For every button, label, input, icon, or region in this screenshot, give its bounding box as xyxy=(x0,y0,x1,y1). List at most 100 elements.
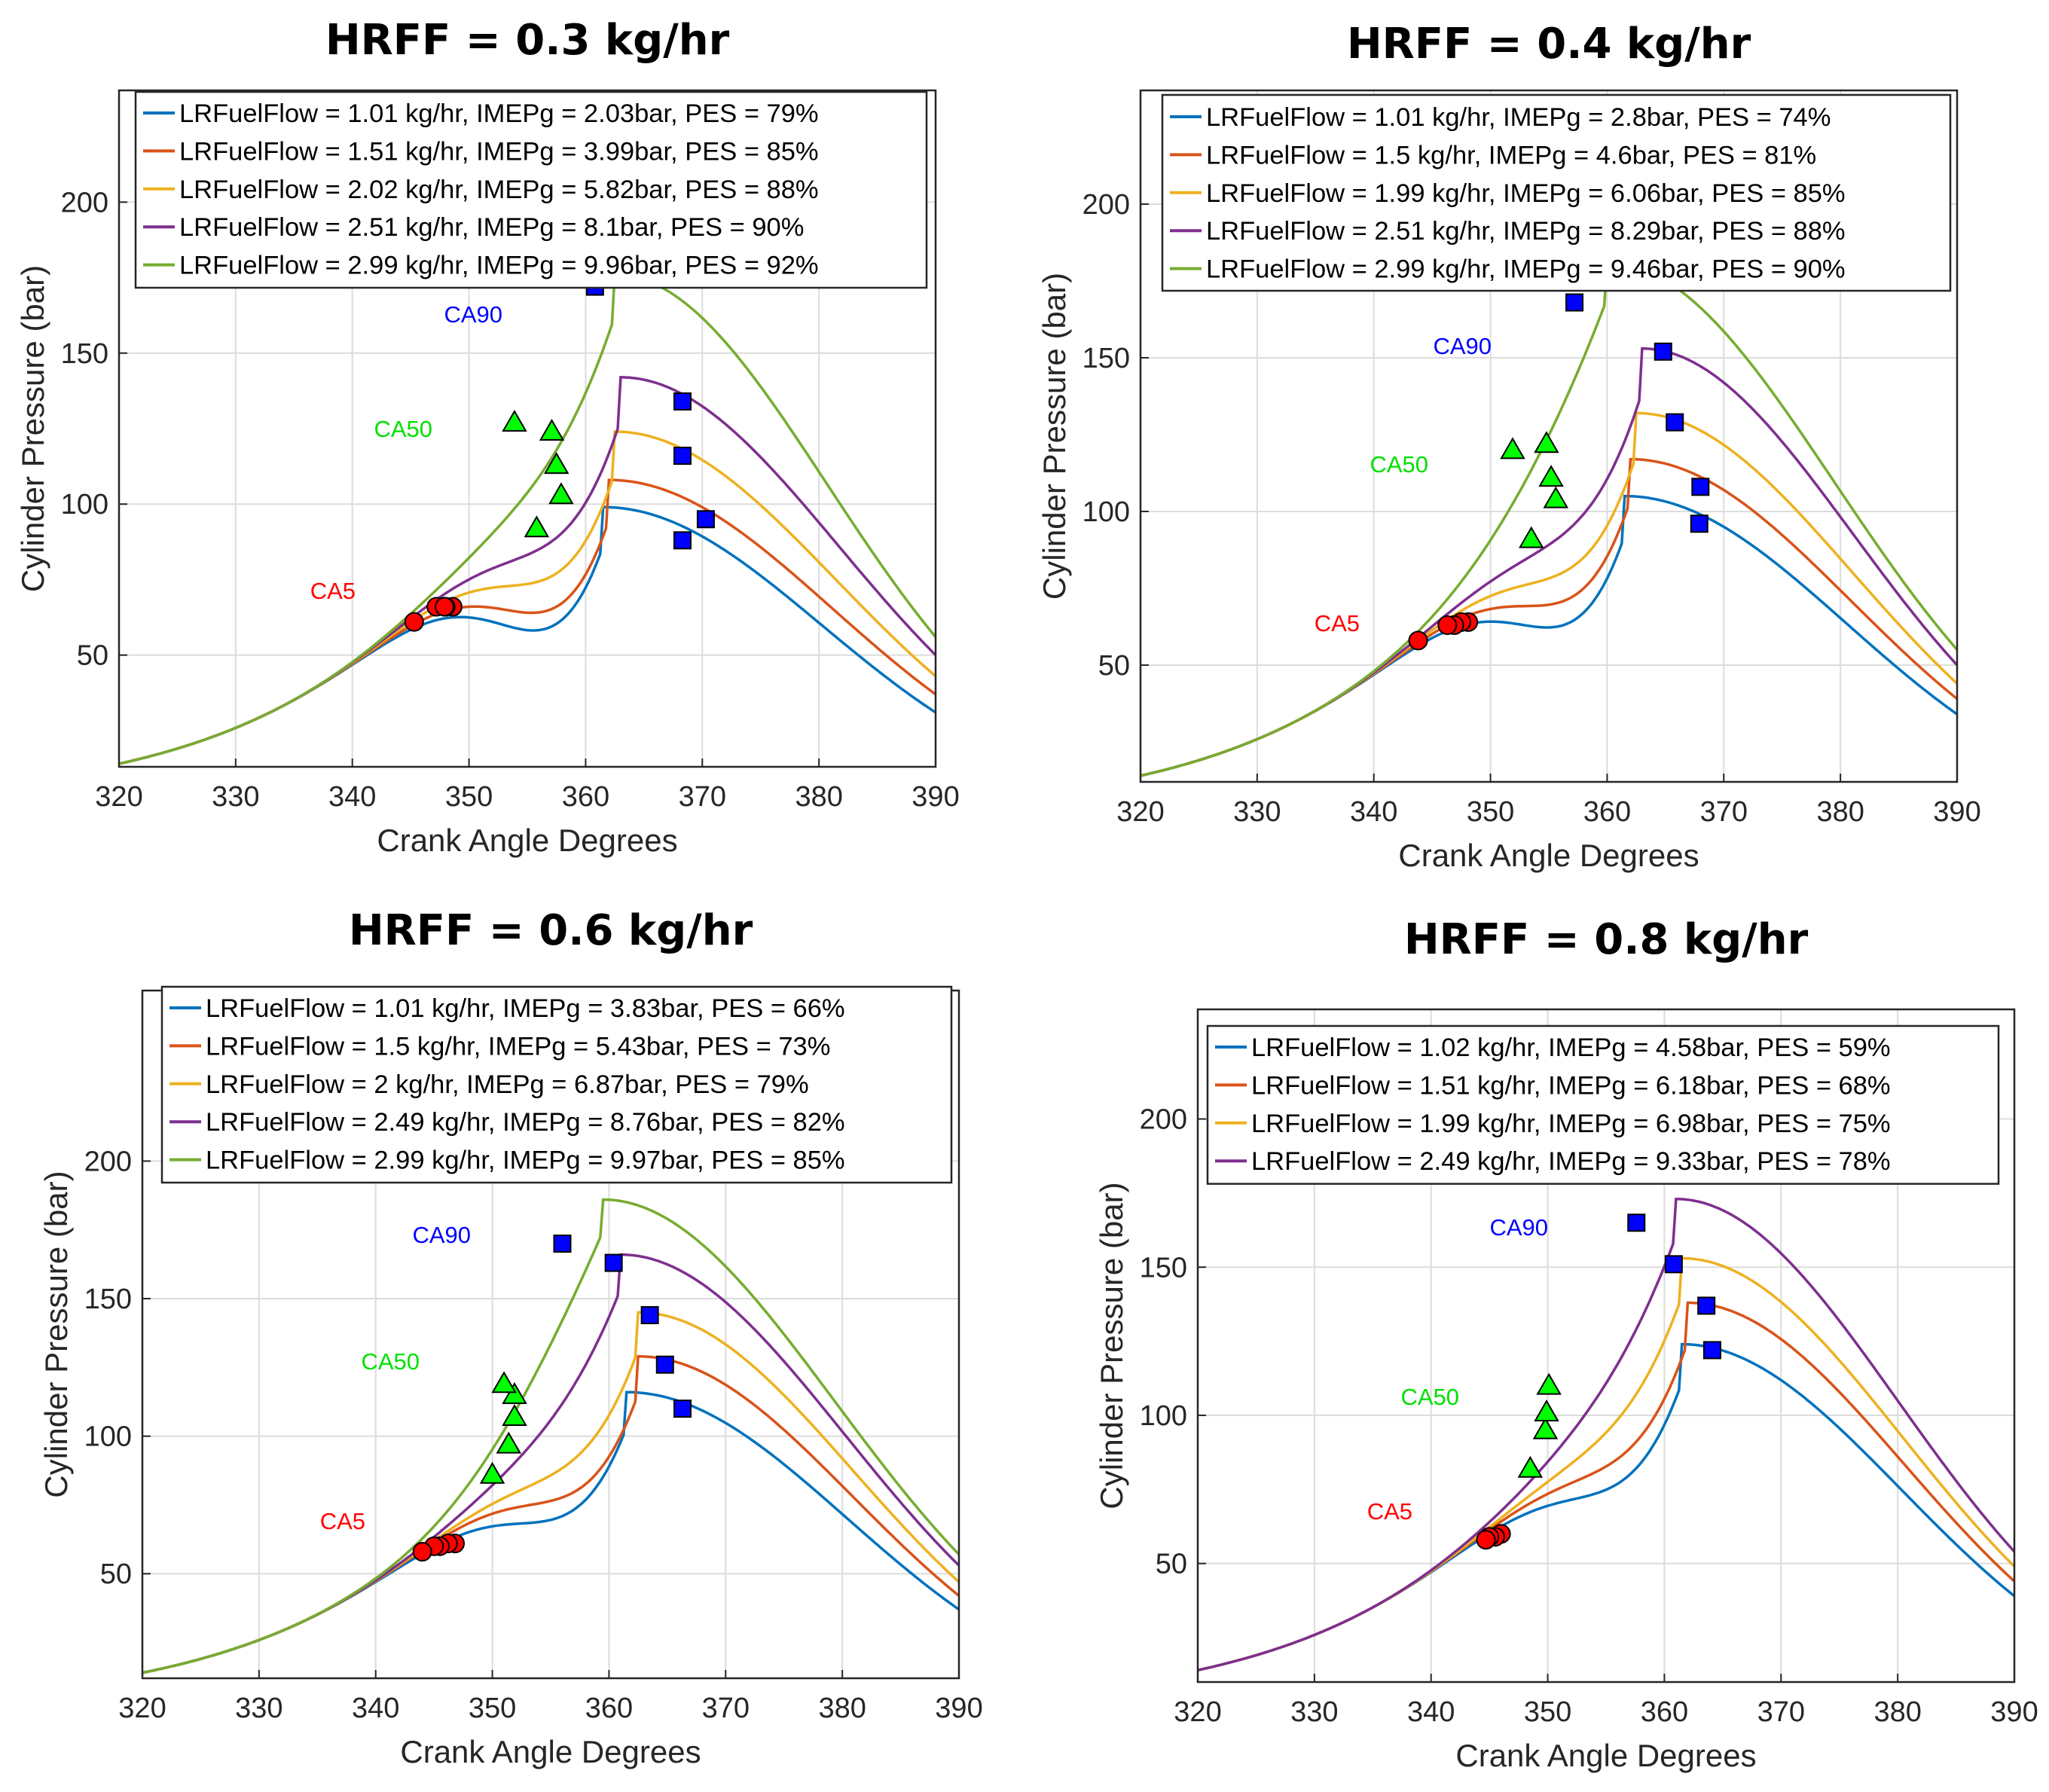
event-markers xyxy=(1408,293,1710,651)
x-tick-label: 320 xyxy=(118,1693,166,1724)
chart-panel-1: HRFF = 0.3 kg/hr 320 330 340 350 360 370 380 390… xyxy=(15,16,960,858)
legend-label: LRFuelFlow = 1.01 kg/hr, IMEPg = 2.8bar,… xyxy=(1206,103,1831,132)
ca5-marker xyxy=(1408,630,1428,651)
x-tick-label: 320 xyxy=(1174,1696,1221,1728)
series-lines xyxy=(1198,1198,2014,1672)
ca90-marker xyxy=(1664,1255,1683,1274)
legend-label: LRFuelFlow = 2.51 kg/hr, IMEPg = 8.29bar… xyxy=(1206,217,1846,246)
ca90-marker xyxy=(604,1253,623,1272)
ca50-marker xyxy=(524,515,550,538)
ca5-marker xyxy=(404,612,424,632)
ca90-marker xyxy=(1690,514,1709,533)
legend-label: LRFuelFlow = 2 kg/hr, IMEPg = 6.87bar, P… xyxy=(206,1070,809,1099)
x-axis-label: Crank Angle Degrees xyxy=(377,823,677,858)
chart-panel-2: HRFF = 0.4 kg/hr 320 330 340 350 360 370 380 390… xyxy=(1037,20,1981,873)
ca50-marker xyxy=(1534,431,1559,453)
ca90-marker xyxy=(553,1234,572,1253)
x-tick-label: 370 xyxy=(1757,1696,1805,1728)
ca5-marker xyxy=(435,597,455,617)
ca50-marker xyxy=(548,482,574,505)
axes-box xyxy=(118,89,937,768)
legend-label: LRFuelFlow = 1.99 kg/hr, IMEPg = 6.98bar… xyxy=(1251,1110,1891,1138)
x-tick-label: 340 xyxy=(1407,1696,1455,1728)
legend-box xyxy=(134,90,928,289)
legend-label: LRFuelFlow = 2.49 kg/hr, IMEPg = 9.33bar… xyxy=(1251,1147,1891,1176)
x-tick-label: 350 xyxy=(469,1693,516,1724)
legend-label: LRFuelFlow = 2.49 kg/hr, IMEPg = 8.76bar… xyxy=(206,1108,845,1137)
legend-label: LRFuelFlow = 2.99 kg/hr, IMEPg = 9.97bar… xyxy=(206,1146,845,1175)
chart-panel-4: HRFF = 0.8 kg/hr 320 330 340 350 360 370 380 390… xyxy=(1094,915,2038,1773)
x-tick-label: 350 xyxy=(445,781,493,813)
ca50-annotation: CA50 xyxy=(1400,1384,1459,1410)
x-tick-label: 390 xyxy=(1933,796,1980,828)
ca90-marker xyxy=(1565,293,1584,312)
ca50-marker xyxy=(502,1404,527,1427)
ca90-annotation: CA90 xyxy=(444,301,502,328)
legend-label: LRFuelFlow = 1.51 kg/hr, IMEPg = 3.99bar… xyxy=(179,137,819,166)
legend-box xyxy=(1206,1024,2000,1185)
ca50-marker xyxy=(1536,1372,1562,1395)
ca90-marker xyxy=(696,510,715,529)
ca50-annotation: CA50 xyxy=(374,416,432,442)
y-tick-label: 200 xyxy=(84,1146,132,1177)
ca50-annotation: CA50 xyxy=(361,1348,420,1375)
ca90-marker xyxy=(1627,1213,1646,1232)
x-tick-label: 390 xyxy=(912,781,959,813)
chart-panel-3: HRFF = 0.6 kg/hr 320 330 340 350 360 370 380 390… xyxy=(38,906,983,1769)
x-tick-label: 370 xyxy=(1700,796,1748,828)
ca5-annotation: CA5 xyxy=(310,578,356,604)
x-tick-label: 390 xyxy=(935,1693,982,1724)
ca50-marker xyxy=(1543,486,1569,508)
legend: LRFuelFlow = 1.01 kg/hr, IMEPg = 2.8bar,… xyxy=(1161,93,1952,292)
ca50-marker xyxy=(1534,1400,1559,1422)
ca90-marker xyxy=(1697,1296,1716,1315)
ca90-marker xyxy=(673,531,692,550)
ca5-annotation: CA5 xyxy=(1315,610,1360,637)
legend-label: LRFuelFlow = 2.99 kg/hr, IMEPg = 9.96bar… xyxy=(179,252,819,280)
x-tick-label: 340 xyxy=(328,781,376,813)
ca50-marker xyxy=(1519,526,1544,548)
y-tick-label: 100 xyxy=(61,489,108,521)
ca90-marker xyxy=(655,1355,674,1374)
x-tick-label: 330 xyxy=(235,1693,282,1724)
ca5-marker xyxy=(1437,615,1458,635)
x-tick-label: 360 xyxy=(1583,796,1631,828)
ca50-marker xyxy=(543,452,570,475)
y-tick-label: 100 xyxy=(1140,1400,1187,1432)
ca50-marker xyxy=(1517,1455,1544,1478)
ca90-annotation: CA90 xyxy=(1489,1214,1548,1241)
legend-box xyxy=(160,985,953,1184)
x-axis-label: Crank Angle Degrees xyxy=(1398,838,1699,873)
x-tick-label: 330 xyxy=(1233,796,1281,828)
ca90-annotation: CA90 xyxy=(412,1222,471,1248)
legend-box xyxy=(1161,93,1952,292)
x-tick-label: 350 xyxy=(1524,1696,1571,1728)
series-line-5 xyxy=(119,273,936,765)
ca5-annotation: CA5 xyxy=(1367,1498,1412,1525)
axes-box xyxy=(1196,1008,2016,1684)
legend-label: LRFuelFlow = 1.51 kg/hr, IMEPg = 6.18bar… xyxy=(1251,1071,1891,1100)
ca90-marker xyxy=(640,1305,659,1324)
x-tick-label: 370 xyxy=(679,781,726,813)
x-axis-label: Crank Angle Degrees xyxy=(1455,1738,1756,1773)
ca50-marker xyxy=(1532,1417,1559,1439)
legend-label: LRFuelFlow = 1.01 kg/hr, IMEPg = 2.03bar… xyxy=(179,99,819,128)
ca90-marker xyxy=(1654,342,1672,361)
series-line-4 xyxy=(1198,1198,2014,1672)
legend-label: LRFuelFlow = 1.5 kg/hr, IMEPg = 5.43bar,… xyxy=(206,1032,830,1061)
event-markers xyxy=(1476,1213,1721,1550)
ca5-marker xyxy=(412,1542,432,1562)
x-tick-label: 350 xyxy=(1467,796,1514,828)
ca90-marker xyxy=(673,392,692,411)
y-tick-label: 200 xyxy=(1083,189,1130,221)
chart-title: HRFF = 0.8 kg/hr xyxy=(1404,915,1809,964)
ca90-marker xyxy=(673,1400,692,1418)
y-tick-label: 150 xyxy=(1140,1252,1187,1284)
x-tick-label: 380 xyxy=(1816,796,1864,828)
x-tick-label: 320 xyxy=(1116,796,1164,828)
ca50-marker xyxy=(491,1371,517,1394)
x-tick-label: 380 xyxy=(795,781,842,813)
legend-label: LRFuelFlow = 2.02 kg/hr, IMEPg = 5.82bar… xyxy=(179,176,819,204)
